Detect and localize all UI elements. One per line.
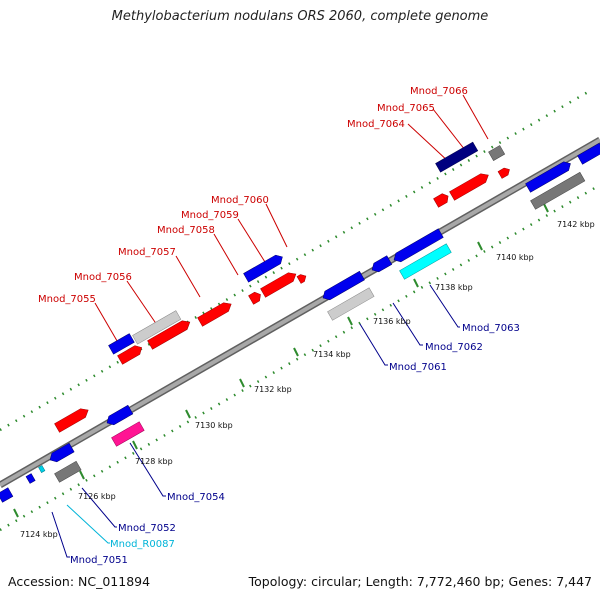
major-tick: [79, 470, 85, 480]
gene-label-mnod-r0087[interactable]: Mnod_R0087: [110, 539, 175, 550]
gene-mnod-7061[interactable]: [327, 287, 375, 321]
genome-backbone: [0, 136, 600, 489]
tick-row-inner: [0, 183, 600, 532]
kbp-labels: 7124 kbp 7126 kbp 7128 kbp 7130 kbp 7132…: [20, 220, 595, 539]
leader-mnod-7060: [265, 203, 288, 248]
gene-blue-outer-3[interactable]: [525, 159, 573, 193]
gene-label-mnod-7055[interactable]: Mnod_7055: [38, 294, 96, 305]
major-tick: [132, 440, 138, 450]
gene-label-mnod-7059[interactable]: Mnod_7059: [181, 210, 239, 221]
kbp-label: 7130 kbp: [195, 421, 233, 430]
leader-mnod-7061: [359, 323, 388, 366]
topology-text: Topology: circular; Length: 7,772,460 bp…: [248, 574, 592, 589]
gene-label-mnod-7052[interactable]: Mnod_7052: [118, 523, 176, 534]
gene-grey-reverse-1[interactable]: [54, 460, 82, 483]
gene-label-mnod-7056[interactable]: Mnod_7056: [74, 272, 132, 283]
gene-blue-reverse-1[interactable]: [105, 404, 134, 427]
major-tick: [477, 241, 483, 251]
gene-label-mnod-7063[interactable]: Mnod_7063: [462, 323, 520, 334]
leader-mnod-7064: [407, 123, 451, 164]
gene-blue-outer-4[interactable]: [577, 142, 600, 165]
major-tick: [543, 203, 549, 213]
gene-features: [0, 141, 600, 503]
gene-label-mnod-7065[interactable]: Mnod_7065: [377, 103, 435, 114]
gene-mnod-7058[interactable]: [248, 290, 264, 305]
gene-blue-outer-1[interactable]: [108, 333, 135, 355]
accession-text: Accession: NC_011894: [8, 574, 151, 589]
gene-label-mnod-7061[interactable]: Mnod_7061: [389, 362, 447, 373]
kbp-label: 7134 kbp: [313, 350, 351, 359]
gene-reverse-edge[interactable]: [0, 487, 14, 503]
gene-mnod-7064[interactable]: [433, 192, 451, 208]
kbp-label: 7126 kbp: [78, 492, 116, 501]
gene-grey-outer-2[interactable]: [488, 145, 506, 161]
gene-mnod-7065[interactable]: [449, 171, 491, 201]
kbp-label: 7128 kbp: [135, 457, 173, 466]
leader-mnod-7052: [81, 487, 117, 528]
gene-mnod-7066[interactable]: [497, 166, 512, 179]
gene-label-mnod-7064[interactable]: Mnod_7064: [347, 119, 405, 130]
kbp-label: 7136 kbp: [373, 317, 411, 326]
leader-mnod-7063: [429, 284, 460, 328]
major-tick: [293, 347, 299, 357]
major-tick: [185, 409, 191, 419]
kbp-label: 7132 kbp: [254, 385, 292, 394]
leader-mnod-7051: [51, 511, 70, 558]
gene-mnod-7054[interactable]: [111, 421, 145, 447]
major-tick: [413, 278, 419, 288]
leader-mnod-7055: [94, 302, 121, 347]
leader-mnod-7057: [175, 255, 201, 298]
gene-label-mnod-7054[interactable]: Mnod_7054: [167, 492, 225, 503]
kbp-label: 7138 kbp: [435, 283, 473, 292]
leader-mnod-7062: [392, 302, 423, 346]
gene-labels: Mnod_7055 Mnod_7056 Mnod_7057 Mnod_7058 …: [38, 86, 520, 566]
gene-mnod-7063[interactable]: [399, 243, 452, 280]
major-tick: [347, 316, 353, 326]
gene-mnod-7062[interactable]: [370, 255, 393, 275]
gene-mnod-7060[interactable]: [296, 273, 308, 284]
leader-lines: [51, 94, 489, 558]
tick-rows: [0, 90, 600, 532]
leader-mnod-7059: [237, 218, 266, 263]
leader-mnod-7056: [126, 280, 158, 326]
gene-label-mnod-7057[interactable]: Mnod_7057: [118, 247, 176, 258]
map-title: Methylobacterium nodulans ORS 2060, comp…: [111, 9, 489, 24]
gene-mnod-r0087[interactable]: [38, 465, 46, 473]
gene-blue-reverse-3[interactable]: [392, 228, 444, 265]
gene-label-mnod-7066[interactable]: Mnod_7066: [410, 86, 468, 97]
gene-mnod-7052[interactable]: [48, 442, 75, 464]
kbp-label: 7124 kbp: [20, 530, 58, 539]
gene-label-mnod-7058[interactable]: Mnod_7058: [157, 225, 215, 236]
gene-navy-outer[interactable]: [435, 141, 479, 173]
kbp-label: 7140 kbp: [496, 253, 534, 262]
gene-label-mnod-7062[interactable]: Mnod_7062: [425, 342, 483, 353]
gene-grey-reverse-2[interactable]: [530, 171, 586, 210]
leader-mnod-7065: [432, 108, 466, 151]
gene-label-mnod-7060[interactable]: Mnod_7060: [211, 195, 269, 206]
leader-mnod-r0087: [66, 504, 110, 544]
kbp-label: 7142 kbp: [557, 220, 595, 229]
gene-blue-reverse-2[interactable]: [321, 270, 365, 302]
gene-label-mnod-7051[interactable]: Mnod_7051: [70, 555, 128, 566]
gene-mnod-7056[interactable]: [147, 318, 193, 350]
major-tick: [13, 508, 19, 518]
gene-mnod-7051[interactable]: [25, 473, 36, 484]
gene-blue-outer-2[interactable]: [243, 253, 285, 283]
gene-mnod-7059[interactable]: [260, 270, 299, 298]
major-tick: [239, 378, 245, 388]
leader-mnod-7058: [213, 233, 239, 276]
gene-mnod-7057[interactable]: [197, 300, 234, 327]
leader-mnod-7054: [129, 442, 166, 497]
leader-mnod-7066: [462, 94, 489, 140]
gene-mnod-7055[interactable]: [117, 343, 145, 365]
gene-grey-outer-1[interactable]: [132, 310, 182, 345]
gene-forward-extra[interactable]: [54, 406, 91, 433]
